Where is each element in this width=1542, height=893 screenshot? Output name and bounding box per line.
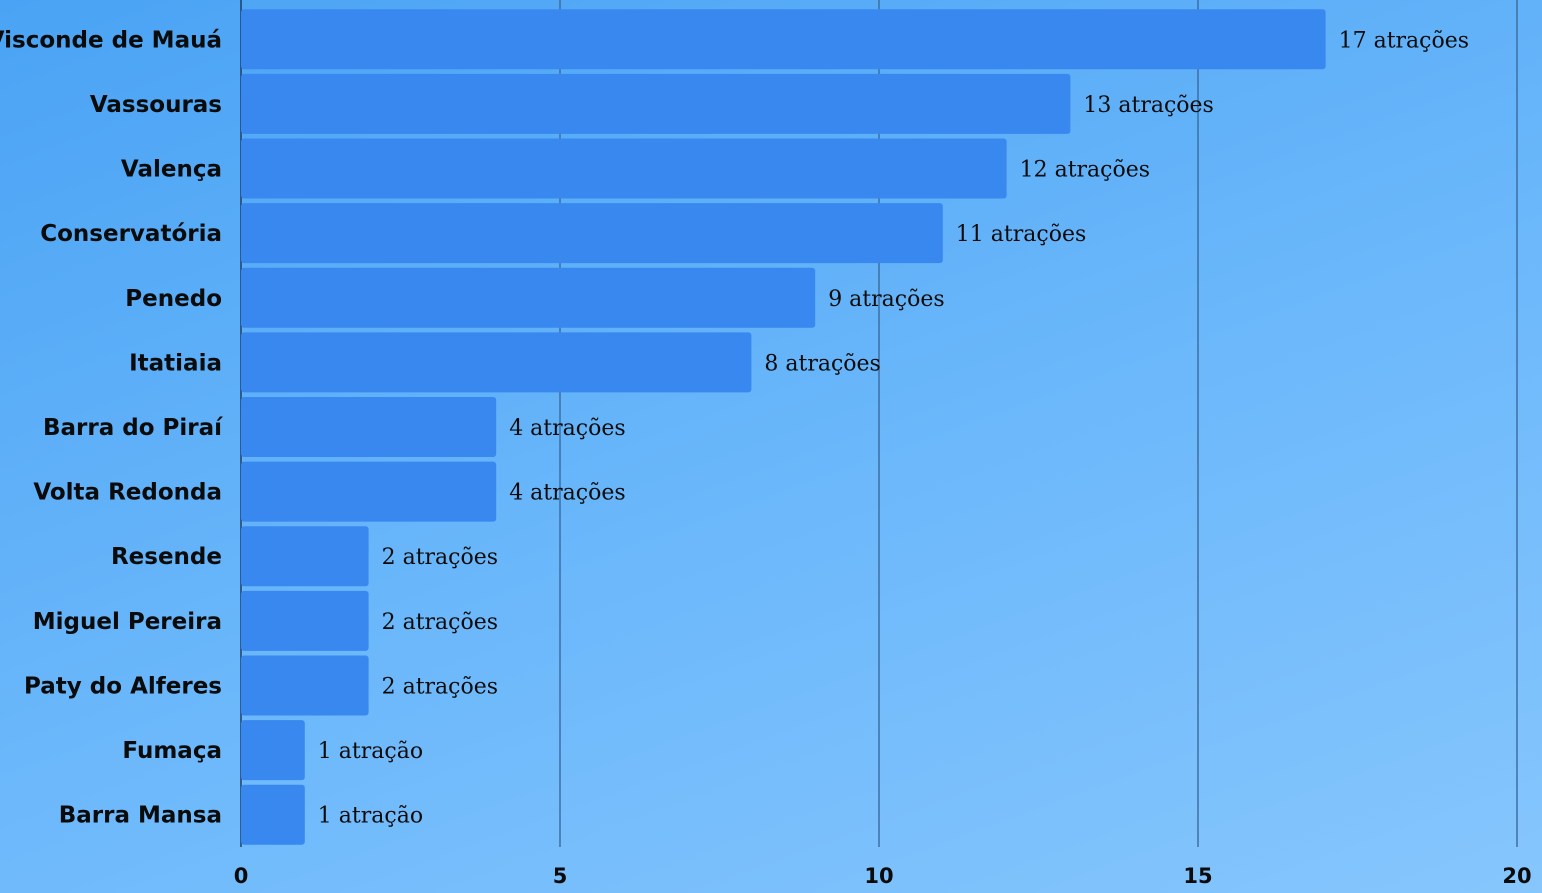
bar-0 (241, 9, 1326, 70)
category-label-0: Visconde de Mauá (0, 27, 222, 53)
category-label-12: Barra Mansa (59, 803, 222, 829)
bar-10 (241, 655, 369, 716)
bar-8 (241, 526, 369, 587)
bar-5 (241, 332, 752, 393)
x-tick-label-20: 20 (1502, 864, 1531, 888)
x-tick-label-5: 5 (553, 864, 568, 888)
bar-12 (241, 784, 305, 845)
data-label-4: 9 atrações (828, 287, 944, 312)
data-label-10: 2 atrações (382, 674, 498, 699)
category-label-10: Paty do Alferes (24, 673, 222, 699)
data-label-8: 2 atrações (382, 545, 498, 570)
category-label-6: Barra do Piraí (43, 415, 223, 441)
data-label-1: 13 atrações (1083, 93, 1213, 118)
data-label-12: 1 atração (318, 804, 423, 829)
category-label-3: Conservatória (40, 221, 222, 247)
tick-layer: 0 5 10 15 20 (234, 864, 1532, 888)
bar-7 (241, 461, 497, 522)
category-label-5: Itatiaia (129, 350, 222, 376)
bar-9 (241, 590, 369, 651)
category-label-11: Fumaça (122, 738, 222, 764)
data-label-3: 11 atrações (956, 222, 1086, 247)
data-label-5: 8 atrações (764, 351, 880, 376)
category-label-8: Resende (111, 544, 222, 570)
category-label-1: Vassouras (90, 92, 222, 118)
x-tick-label-10: 10 (864, 864, 893, 888)
data-label-11: 1 atração (318, 739, 423, 764)
category-label-9: Miguel Pereira (33, 609, 222, 635)
category-label-4: Penedo (125, 286, 222, 312)
bar-3 (241, 203, 943, 264)
bar-2 (241, 138, 1007, 199)
data-label-6: 4 atrações (509, 416, 625, 441)
x-tick-label-0: 0 (234, 864, 249, 888)
bar-4 (241, 267, 816, 328)
bar-layer (241, 9, 1326, 845)
bar-1 (241, 73, 1071, 134)
bar-11 (241, 720, 305, 781)
data-label-2: 12 atrações (1020, 158, 1150, 183)
x-tick-label-15: 15 (1183, 864, 1212, 888)
data-label-0: 17 atrações (1339, 28, 1469, 53)
category-label-7: Volta Redonda (33, 480, 222, 506)
category-label-2: Valença (121, 157, 222, 183)
bar-6 (241, 397, 497, 457)
data-label-9: 2 atrações (382, 610, 498, 635)
label-layer: Visconde de Mauá 17 atrações Vassouras 13 a… (0, 27, 1469, 828)
data-label-7: 4 atrações (509, 481, 625, 506)
